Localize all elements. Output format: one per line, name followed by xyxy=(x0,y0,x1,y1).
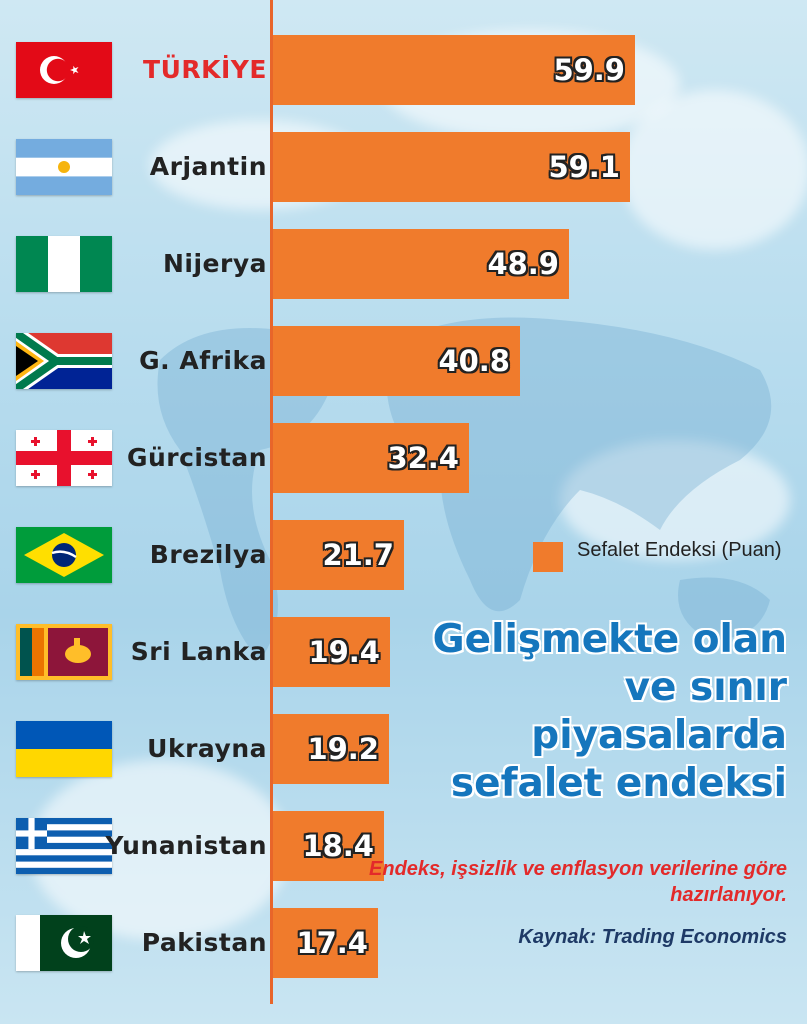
chart-row: Arjantin 59.1 xyxy=(0,132,807,202)
category-label: Yunanistan xyxy=(105,831,267,860)
cloud-decoration xyxy=(560,440,790,560)
chart-subtitle: Endeks, işsizlik ve enflasyon verilerine… xyxy=(369,858,787,906)
chart-row: TÜRKİYE 59.9 xyxy=(0,35,807,105)
bar-value-label: 18.4 xyxy=(302,829,374,863)
chart-row: Gürcistan 32.4 xyxy=(0,423,807,493)
bar-value-label: 17.4 xyxy=(296,926,368,960)
chart-axis-line xyxy=(270,0,273,1004)
bar: 18.4 xyxy=(273,811,384,881)
chart-row: Pakistan 17.4 xyxy=(0,908,807,978)
bar-value-label: 19.2 xyxy=(307,732,379,766)
flag-ukraine-icon xyxy=(16,721,112,777)
category-label: Pakistan xyxy=(141,928,267,957)
bar: 59.1 xyxy=(273,132,630,202)
chart-row: G. Afrika 40.8 xyxy=(0,326,807,396)
bar-value-label: 48.9 xyxy=(487,247,559,281)
category-label: Brezilya xyxy=(149,540,267,569)
legend-swatch xyxy=(533,542,563,572)
bar: 48.9 xyxy=(273,229,569,299)
category-label: Gürcistan xyxy=(126,443,267,472)
bar-value-label: 59.9 xyxy=(553,53,625,87)
flag-pakistan-icon xyxy=(16,915,112,971)
flag-south-africa-icon xyxy=(16,333,112,389)
category-label: Nijerya xyxy=(162,249,267,278)
bar-value-label: 59.1 xyxy=(548,150,620,184)
bar-value-label: 19.4 xyxy=(308,635,380,669)
bar-value-label: 21.7 xyxy=(322,538,394,572)
chart-row: Nijerya 48.9 xyxy=(0,229,807,299)
bar: 19.4 xyxy=(273,617,390,687)
category-label: TÜRKİYE xyxy=(143,55,267,84)
chart-source: Kaynak: Trading Economics xyxy=(518,926,787,948)
chart-row: Brezilya 21.7 xyxy=(0,520,807,590)
flag-sri-lanka-icon xyxy=(16,624,112,680)
category-label: Ukrayna xyxy=(147,734,267,763)
bar: 32.4 xyxy=(273,423,469,493)
legend-label: Sefalet Endeksi (Puan) xyxy=(577,539,782,561)
bar: 17.4 xyxy=(273,908,378,978)
category-label: Arjantin xyxy=(149,152,267,181)
flag-greece-icon xyxy=(16,818,112,874)
bar-value-label: 40.8 xyxy=(438,344,510,378)
flag-argentina-icon xyxy=(16,139,112,195)
flag-georgia-icon xyxy=(16,430,112,486)
chart-row: Ukrayna 19.2 xyxy=(0,714,807,784)
chart-row: Sri Lanka 19.4 xyxy=(0,617,807,687)
category-label: Sri Lanka xyxy=(130,637,267,666)
bar: 40.8 xyxy=(273,326,520,396)
bar: 21.7 xyxy=(273,520,404,590)
bar-value-label: 32.4 xyxy=(387,441,459,475)
category-label: G. Afrika xyxy=(139,346,267,375)
bar: 19.2 xyxy=(273,714,389,784)
cloud-decoration xyxy=(620,90,807,250)
flag-nigeria-icon xyxy=(16,236,112,292)
flag-brazil-icon xyxy=(16,527,112,583)
flag-turkey-icon xyxy=(16,42,112,98)
chart-title: Gelişmekte olan ve sınır piyasalarda sef… xyxy=(432,617,787,806)
chart-row: Yunanistan 18.4 xyxy=(0,811,807,881)
bar: 59.9 xyxy=(273,35,635,105)
